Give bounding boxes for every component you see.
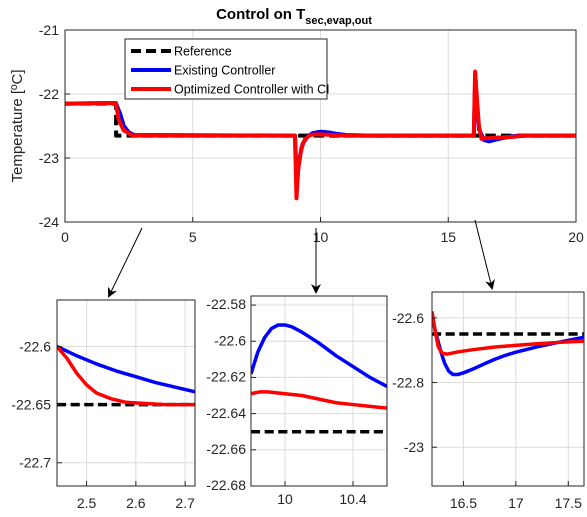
x-tick-label: 2.6 (126, 495, 146, 511)
x-tick-label: 16.5 (450, 495, 477, 511)
x-tick-label: 15 (440, 229, 456, 245)
series-line-optimized-controller-with-ci (57, 345, 195, 407)
series-line-optimized-controller-with-ci (65, 69, 576, 201)
series-group (432, 311, 584, 377)
x-tick-label: 10 (277, 491, 293, 507)
x-tick-label: 10.4 (339, 491, 366, 507)
y-tick-label: -22.6 (214, 332, 246, 348)
zoom-arrow (474, 219, 495, 290)
legend-entry-label: Existing Controller (174, 64, 275, 78)
zoom-plot-2: 10 10.4 -22.68 -22.66 -22.64 -22.62 -22.6 -22.5… (206, 295, 388, 507)
x-tick-label: 17 (508, 495, 524, 511)
series-line-existing-controller (432, 317, 584, 377)
x-tick-label: 20 (568, 229, 584, 245)
x-tick-label: 2.5 (77, 495, 97, 511)
chart-title: Control on Tsec,evap,out (216, 6, 372, 27)
y-tick-label: -22.62 (206, 369, 246, 385)
y-tick-label: -22.8 (392, 374, 424, 390)
y-tick-label: -22.68 (206, 477, 246, 493)
x-tick-label: 17.5 (555, 495, 582, 511)
y-axis-label: Temperature [ºC] (9, 69, 26, 182)
series-group (251, 323, 387, 434)
plot-area (57, 300, 195, 486)
x-tick-label: 2.7 (175, 495, 195, 511)
y-tick-label: -22.65 (11, 397, 51, 413)
y-tick-label: -22.6 (19, 338, 51, 354)
y-tick-label: -23 (404, 439, 424, 455)
series-line-optimized-controller-with-ci (432, 311, 584, 356)
x-tick-label: 10 (313, 229, 329, 245)
zoom-plot-1: 2.5 2.6 2.7 -22.7 -22.65 -22.6 (11, 299, 196, 511)
x-tick-label: 5 (189, 229, 197, 245)
chart-title-subscript: sec,evap,out (305, 15, 372, 27)
series-group (57, 344, 195, 407)
legend-entry-label: Optimized Controller with CI (174, 83, 330, 97)
x-tick-label: 0 (61, 229, 69, 245)
y-tick-label: -23 (39, 150, 59, 166)
zoom-plot-3: 16.5 17 17.5 -23 -22.8 -22.6 (392, 291, 585, 511)
legend-entry-label: Reference (174, 45, 232, 59)
y-tick-label: -22.66 (206, 441, 246, 457)
y-tick-label: -22.6 (392, 310, 424, 326)
plot-area (432, 292, 584, 486)
axes-box (56, 299, 196, 487)
y-tick-label: -22.7 (19, 455, 51, 471)
series-line-existing-controller (57, 344, 195, 394)
zoom-arrows (107, 219, 495, 298)
zoom-arrow (107, 227, 143, 298)
series-group (65, 69, 576, 201)
y-tick-label: -22 (39, 86, 59, 102)
chart-title-main: Control on T (216, 6, 305, 23)
axes-box (250, 295, 388, 487)
y-tick-label: -24 (39, 214, 59, 230)
series-line-existing-controller (251, 323, 387, 389)
legend: Reference Existing Controller Optimized Co… (124, 38, 330, 100)
axes-box (431, 291, 585, 487)
y-tick-label: -21 (39, 22, 59, 38)
y-tick-label: -22.58 (206, 296, 246, 312)
series-line-optimized-controller-with-ci (251, 390, 387, 410)
y-tick-label: -22.64 (206, 405, 246, 421)
